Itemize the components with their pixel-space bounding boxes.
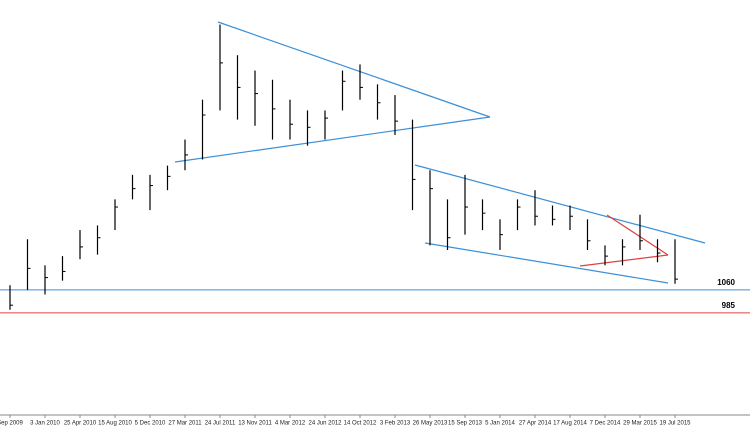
x-tick-label: 19 Jul 2015 xyxy=(659,421,691,427)
x-tick-label: 3 Feb 2013 xyxy=(380,421,411,427)
level-label: 985 xyxy=(722,301,736,310)
x-tick-label: Sep 2009 xyxy=(0,421,24,427)
x-tick-label: 4 Mar 2012 xyxy=(275,421,306,427)
x-tick-label: 3 Jan 2010 xyxy=(30,421,60,427)
x-tick-label: 13 Nov 2011 xyxy=(238,421,272,427)
level-label: 1060 xyxy=(717,278,735,287)
x-tick-label: 15 Aug 2010 xyxy=(98,421,132,427)
x-tick-label: 14 Oct 2012 xyxy=(344,421,377,427)
trend-line xyxy=(606,214,669,256)
x-tick-label: 7 Dec 2014 xyxy=(590,421,621,427)
x-tick-label: 27 Apr 2014 xyxy=(519,421,552,427)
trend-line xyxy=(174,116,491,163)
x-tick-label: 26 May 2013 xyxy=(413,421,448,427)
x-tick-label: 5 Dec 2010 xyxy=(135,421,166,427)
trend-line xyxy=(217,21,491,118)
trend-line xyxy=(579,254,669,267)
x-tick-label: 27 Mar 2011 xyxy=(168,421,202,427)
x-tick-label: 25 Apr 2010 xyxy=(64,421,97,427)
trend-line xyxy=(424,242,669,284)
x-tick-label: 17 Aug 2014 xyxy=(553,421,587,427)
x-tick-label: 29 Mar 2015 xyxy=(623,421,657,427)
x-tick-label: 15 Sep 2013 xyxy=(448,421,483,427)
trend-line xyxy=(414,164,706,244)
x-tick-label: 5 Jan 2014 xyxy=(485,421,515,427)
trend-lines xyxy=(174,21,706,284)
x-tick-label: 24 Jun 2012 xyxy=(308,421,342,427)
x-tick-label: 24 Jul 2011 xyxy=(205,421,236,427)
